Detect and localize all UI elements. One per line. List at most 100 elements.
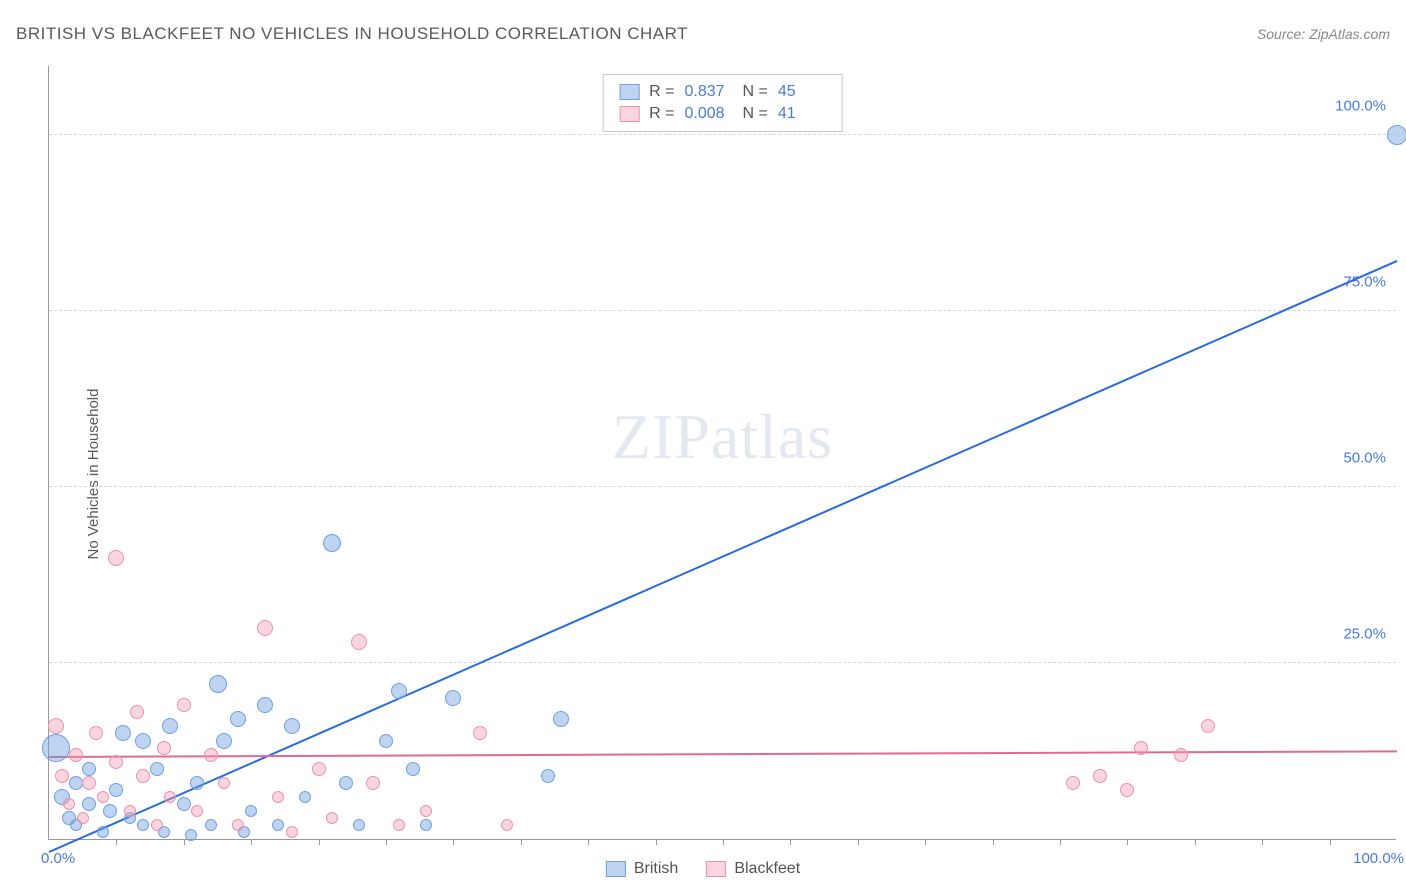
- x-tick: [453, 839, 454, 845]
- data-point: [108, 550, 124, 566]
- data-point: [1134, 741, 1148, 755]
- x-axis-min-label: 0.0%: [41, 850, 75, 867]
- data-point: [323, 534, 341, 552]
- data-point: [97, 826, 109, 838]
- n-label: N =: [743, 105, 768, 123]
- legend-item: British: [606, 860, 678, 878]
- data-point: [232, 819, 244, 831]
- legend-label: Blackfeet: [734, 860, 800, 878]
- data-point: [82, 762, 96, 776]
- data-point: [339, 776, 353, 790]
- data-point: [135, 733, 151, 749]
- data-point: [272, 819, 284, 831]
- chart-title: BRITISH VS BLACKFEET NO VEHICLES IN HOUS…: [16, 24, 688, 44]
- data-point: [216, 733, 232, 749]
- data-point: [136, 769, 150, 783]
- r-value: 0.837: [685, 83, 733, 101]
- x-tick: [1060, 839, 1061, 845]
- y-axis-tick-label: 50.0%: [1343, 450, 1386, 467]
- data-point: [69, 748, 83, 762]
- source-attribution: Source: ZipAtlas.com: [1257, 26, 1390, 42]
- data-point: [69, 776, 83, 790]
- data-point: [151, 819, 163, 831]
- data-point: [366, 776, 380, 790]
- x-tick: [790, 839, 791, 845]
- data-point: [1066, 776, 1080, 790]
- x-tick: [251, 839, 252, 845]
- legend-swatch: [706, 861, 726, 877]
- data-point: [406, 762, 420, 776]
- x-tick: [588, 839, 589, 845]
- stats-legend-row: R =0.008N =41: [619, 103, 826, 125]
- r-label: R =: [649, 83, 674, 101]
- data-point: [109, 783, 123, 797]
- data-point: [420, 819, 432, 831]
- stats-legend-row: R = 0.837 N = 45: [619, 81, 826, 103]
- x-tick: [319, 839, 320, 845]
- data-point: [204, 748, 218, 762]
- data-point: [541, 769, 555, 783]
- source-link[interactable]: ZipAtlas.com: [1309, 26, 1390, 42]
- data-point: [177, 797, 191, 811]
- header: BRITISH VS BLACKFEET NO VEHICLES IN HOUS…: [16, 24, 1390, 44]
- legend-swatch: [606, 861, 626, 877]
- n-label: N =: [743, 83, 768, 101]
- x-tick: [386, 839, 387, 845]
- data-point: [299, 791, 311, 803]
- x-tick: [925, 839, 926, 845]
- data-point: [115, 725, 131, 741]
- data-point: [150, 762, 164, 776]
- data-point: [1174, 748, 1188, 762]
- legend-swatch: [619, 84, 639, 100]
- x-tick: [656, 839, 657, 845]
- series-legend: British Blackfeet: [606, 860, 800, 878]
- data-point: [1201, 719, 1215, 733]
- data-point: [272, 791, 284, 803]
- n-value: 45: [778, 83, 826, 101]
- data-point: [284, 718, 300, 734]
- data-point: [63, 798, 75, 810]
- gridline: [49, 134, 1396, 135]
- data-point: [103, 804, 117, 818]
- legend-label: British: [634, 860, 678, 878]
- data-point: [391, 683, 407, 699]
- data-point: [185, 829, 197, 841]
- data-point: [55, 769, 69, 783]
- data-point: [97, 791, 109, 803]
- x-tick: [1127, 839, 1128, 845]
- y-axis-tick-label: 25.0%: [1343, 626, 1386, 643]
- data-point: [82, 776, 96, 790]
- data-point: [501, 819, 513, 831]
- data-point: [312, 762, 326, 776]
- data-point: [205, 819, 217, 831]
- data-point: [1093, 769, 1107, 783]
- x-tick: [184, 839, 185, 845]
- n-value: 41: [778, 105, 826, 123]
- data-point: [162, 718, 178, 734]
- watermark: ZIPatlas: [612, 400, 833, 474]
- data-point: [82, 797, 96, 811]
- data-point: [190, 776, 204, 790]
- x-tick: [116, 839, 117, 845]
- x-tick: [521, 839, 522, 845]
- x-tick: [1195, 839, 1196, 845]
- x-tick: [993, 839, 994, 845]
- gridline: [49, 310, 1396, 311]
- data-point: [218, 777, 230, 789]
- data-point: [393, 819, 405, 831]
- data-point: [124, 805, 136, 817]
- data-point: [89, 726, 103, 740]
- data-point: [48, 718, 64, 734]
- x-tick: [1262, 839, 1263, 845]
- data-point: [1387, 125, 1406, 145]
- x-tick: [858, 839, 859, 845]
- data-point: [137, 819, 149, 831]
- data-point: [177, 698, 191, 712]
- data-point: [164, 791, 176, 803]
- data-point: [209, 675, 227, 693]
- chart-container: No Vehicles in Household ZIPatlas 0.0% 1…: [0, 56, 1406, 892]
- data-point: [245, 805, 257, 817]
- data-point: [130, 705, 144, 719]
- trend-line: [49, 750, 1397, 758]
- data-point: [257, 697, 273, 713]
